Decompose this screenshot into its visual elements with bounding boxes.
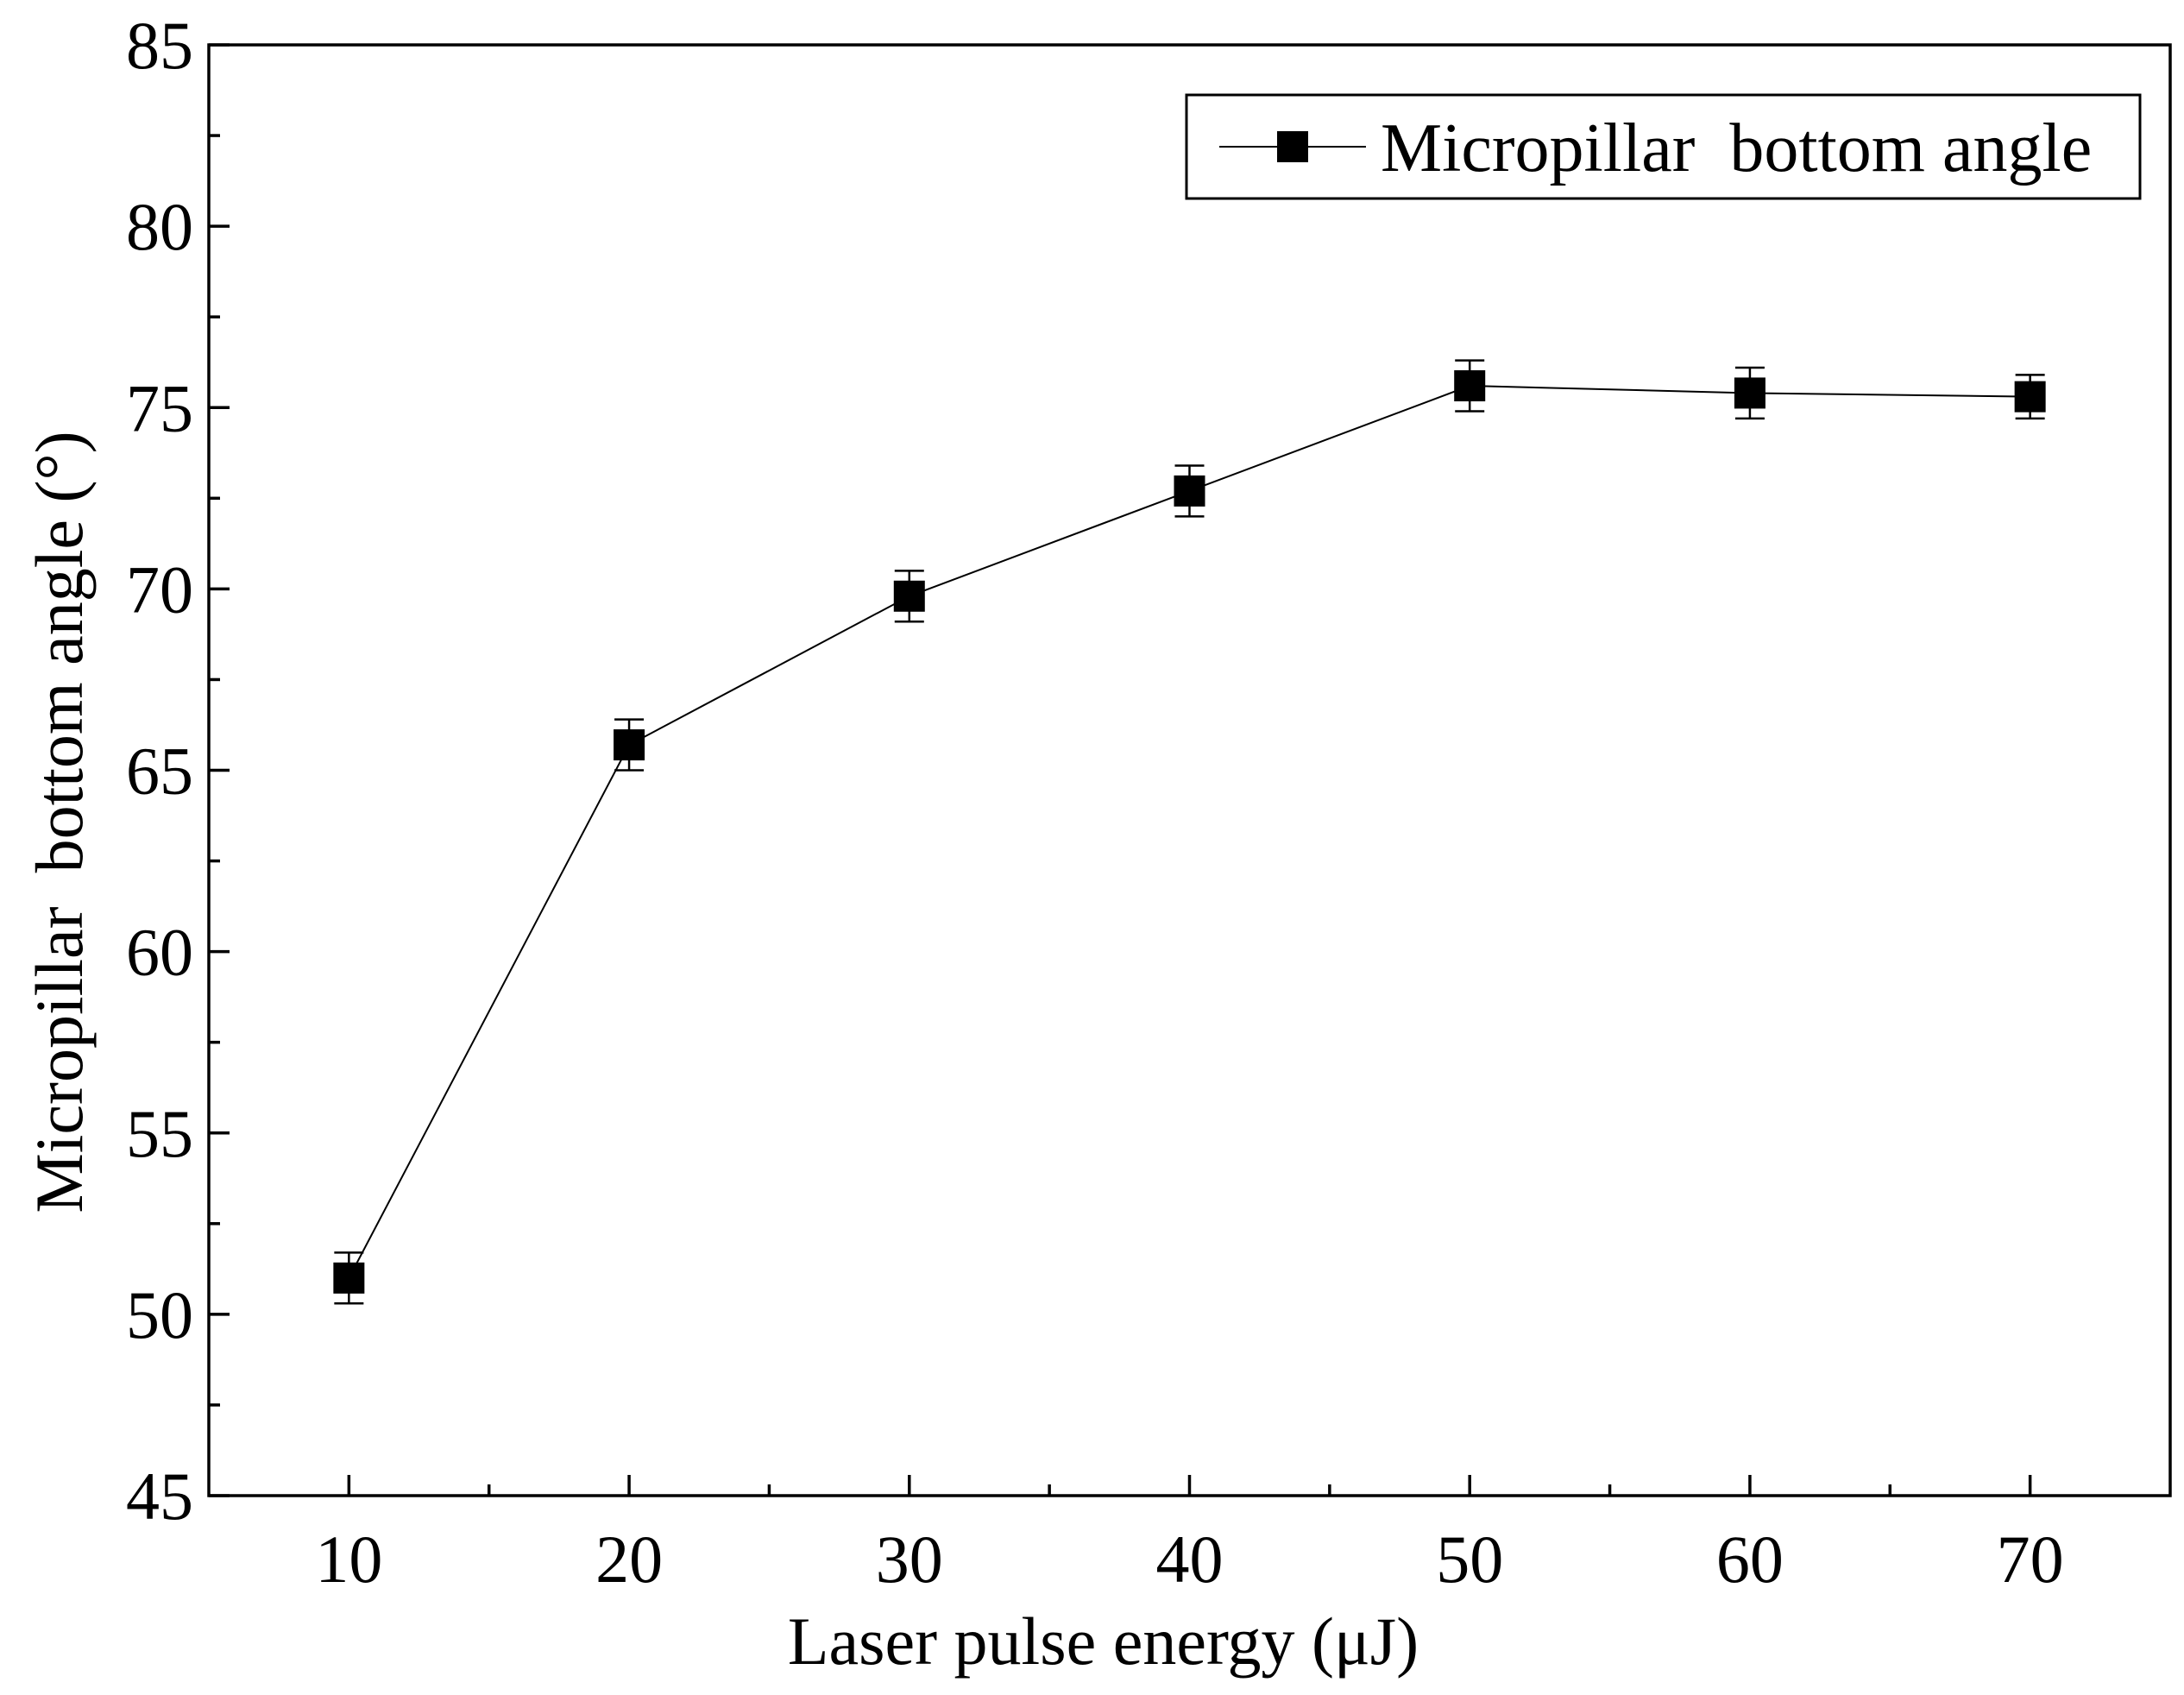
data-point (2014, 381, 2046, 413)
y-tick-label: 55 (126, 1096, 193, 1171)
data-point (614, 729, 645, 761)
data-point (1734, 377, 1765, 409)
legend-marker (1277, 131, 1308, 162)
y-tick-label: 45 (126, 1459, 193, 1534)
legend: Micropillar bottom angle (1185, 93, 2142, 200)
y-tick-label: 70 (126, 551, 193, 627)
x-tick-label: 40 (1156, 1522, 1224, 1597)
y-tick-label: 75 (126, 370, 193, 445)
x-tick-label: 50 (1436, 1522, 1503, 1597)
data-point (333, 1262, 365, 1294)
x-tick-label: 10 (315, 1522, 382, 1597)
y-tick-label: 60 (126, 915, 193, 990)
y-axis-title: Micropillar bottom angle (°) (22, 431, 97, 1213)
data-point (1174, 475, 1205, 507)
x-tick-label: 30 (876, 1522, 943, 1597)
y-tick-label: 50 (126, 1277, 193, 1352)
x-tick-label: 60 (1716, 1522, 1784, 1597)
data-point (1454, 370, 1486, 402)
ticks-layer: 10 20 30 40 50 60 70 45 50 55 60 65 70 75 80 85 (126, 8, 2064, 1597)
data-point (893, 580, 925, 612)
x-tick-label: 70 (1997, 1522, 2064, 1597)
y-tick-label: 80 (126, 189, 193, 264)
x-tick-label: 20 (595, 1522, 663, 1597)
series-layer (333, 359, 2046, 1305)
y-tick-label: 85 (126, 8, 193, 83)
y-tick-label: 65 (126, 734, 193, 809)
x-axis-title: Laser pulse energy (μJ) (788, 1604, 1419, 1679)
legend-label: Micropillar bottom angle (1381, 110, 2092, 186)
